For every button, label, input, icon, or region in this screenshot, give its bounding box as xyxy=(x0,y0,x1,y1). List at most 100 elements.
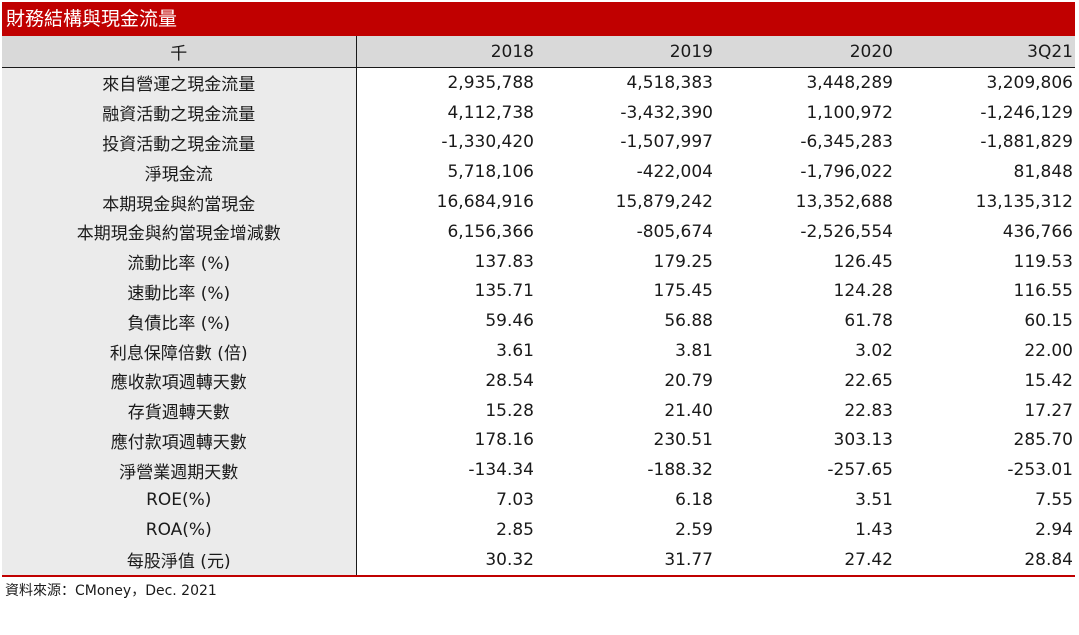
value-cell: 30.32 xyxy=(356,544,536,577)
row-label: 負債比率 (%) xyxy=(2,306,357,337)
row-label: 來自營運之現金流量 xyxy=(2,67,357,98)
value-cell: -134.34 xyxy=(468,460,534,481)
table-row: 淨營業週期天數 -134.34 -188.32 -257.65 -253.01 xyxy=(2,455,1075,486)
table-row: 本期現金與約當現金增減數 6,156,366 -805,674 -2,526,554 4… xyxy=(2,216,1075,247)
value-cell: 119.53 xyxy=(1013,251,1073,272)
value-cell: 17.27 xyxy=(1024,400,1073,421)
value-cell: -188.32 xyxy=(647,460,713,481)
row-label: 淨現金流 xyxy=(2,157,357,188)
row-label: 融資活動之現金流量 xyxy=(2,97,357,128)
value-cell: -3,432,390 xyxy=(620,102,713,123)
table-row: 淨現金流 5,718,106 -422,004 -1,796,022 81,848 xyxy=(2,157,1075,188)
table-row: 流動比率 (%) 137.83 179.25 126.45 119.53 xyxy=(2,246,1075,277)
source-note: 資料來源：CMoney，Dec. 2021 xyxy=(5,583,217,599)
value-cell: 20.79 xyxy=(664,370,713,391)
value-cell: 179.25 xyxy=(653,251,713,272)
value-cell: 7.55 xyxy=(1035,490,1073,511)
value-cell: 13,352,688 xyxy=(795,192,893,213)
value-cell: 6.18 xyxy=(675,490,713,511)
table-row: ROA(%) 2.85 2.59 1.43 2.94 xyxy=(2,514,1075,545)
table-row: 來自營運之現金流量 2,935,788 4,518,383 3,448,289 3,20… xyxy=(2,67,1075,98)
value-cell: -253.01 xyxy=(1007,460,1073,481)
value-cell: -805,674 xyxy=(636,221,713,242)
value-cell: 303.13 xyxy=(833,430,893,451)
row-label: 流動比率 (%) xyxy=(2,246,357,277)
value-cell: 31.77 xyxy=(536,544,715,577)
value-cell: 81,848 xyxy=(1013,162,1073,183)
row-label: ROE(%) xyxy=(2,485,357,515)
year-header: 2020 xyxy=(715,36,895,68)
value-cell: -1,881,829 xyxy=(980,132,1073,153)
value-cell: 1,100,972 xyxy=(806,102,893,123)
value-cell: 126.45 xyxy=(833,251,893,272)
value-cell: 28.84 xyxy=(895,544,1075,577)
row-label: 本期現金與約當現金 xyxy=(2,187,357,217)
table-row: 融資活動之現金流量 4,112,738 -3,432,390 1,100,972 -1,… xyxy=(2,97,1075,128)
value-cell: 175.45 xyxy=(653,281,713,302)
value-cell: -1,796,022 xyxy=(800,162,893,183)
value-cell: 22.83 xyxy=(844,400,893,421)
row-label: ROA(%) xyxy=(2,514,357,545)
value-cell: 436,766 xyxy=(1002,221,1073,242)
value-cell: 2.59 xyxy=(675,519,713,540)
value-cell: 1.43 xyxy=(855,519,893,540)
value-cell: 3,209,806 xyxy=(986,72,1073,93)
value-cell: 3.61 xyxy=(496,341,534,362)
value-cell: 285.70 xyxy=(1013,430,1073,451)
value-cell: 15.42 xyxy=(1024,370,1073,391)
row-label: 速動比率 (%) xyxy=(2,276,357,307)
value-cell: 4,518,383 xyxy=(626,72,713,93)
value-cell: 56.88 xyxy=(664,311,713,332)
value-cell: -6,345,283 xyxy=(800,132,893,153)
financial-table: 千 2018 2019 2020 3Q21 來自營運之現金流量 2,935,788… xyxy=(2,36,1075,577)
row-label: 本期現金與約當現金增減數 xyxy=(2,216,357,247)
table-row: 存貨週轉天數 15.28 21.40 22.83 17.27 xyxy=(2,395,1075,426)
header-row: 千 2018 2019 2020 3Q21 xyxy=(2,36,1075,68)
row-label: 存貨週轉天數 xyxy=(2,395,357,426)
table-row: 負債比率 (%) 59.46 56.88 61.78 60.15 xyxy=(2,306,1075,337)
year-header: 2019 xyxy=(536,36,715,68)
value-cell: 2.94 xyxy=(1035,519,1073,540)
value-cell: 3,448,289 xyxy=(806,72,893,93)
value-cell: 2.85 xyxy=(496,519,534,540)
value-cell: 13,135,312 xyxy=(975,192,1073,213)
value-cell: 3.51 xyxy=(855,490,893,511)
row-label: 利息保障倍數 (倍) xyxy=(2,336,357,366)
row-label: 應收款項週轉天數 xyxy=(2,365,357,396)
value-cell: 28.54 xyxy=(485,370,534,391)
value-cell: -1,330,420 xyxy=(441,132,534,153)
table-row: 投資活動之現金流量 -1,330,420 -1,507,997 -6,345,283 -… xyxy=(2,127,1075,158)
value-cell: 4,112,738 xyxy=(447,102,534,123)
value-cell: 60.15 xyxy=(1024,311,1073,332)
value-cell: 15.28 xyxy=(485,400,534,421)
value-cell: 5,718,106 xyxy=(447,162,534,183)
table-title: 財務結構與現金流量 xyxy=(2,2,1075,36)
row-label: 淨營業週期天數 xyxy=(2,455,357,486)
value-cell: 6,156,366 xyxy=(447,221,534,242)
value-cell: 124.28 xyxy=(833,281,893,302)
table-row: 利息保障倍數 (倍) 3.61 3.81 3.02 22.00 xyxy=(2,336,1075,366)
value-cell: 27.42 xyxy=(715,544,895,577)
value-cell: 22.00 xyxy=(1024,341,1073,362)
table-row: ROE(%) 7.03 6.18 3.51 7.55 xyxy=(2,485,1075,515)
table-row: 每股淨值 (元) 30.32 31.77 27.42 28.84 xyxy=(2,544,1075,577)
value-cell: 116.55 xyxy=(1013,281,1073,302)
value-cell: 3.02 xyxy=(855,341,893,362)
table-row: 本期現金與約當現金 16,684,916 15,879,242 13,352,688 1… xyxy=(2,187,1075,217)
value-cell: 21.40 xyxy=(664,400,713,421)
value-cell: 135.71 xyxy=(474,281,534,302)
row-label: 投資活動之現金流量 xyxy=(2,127,357,158)
value-cell: 3.81 xyxy=(675,341,713,362)
unit-header: 千 xyxy=(2,36,357,68)
row-label: 每股淨值 (元) xyxy=(2,544,357,577)
table-row: 應收款項週轉天數 28.54 20.79 22.65 15.42 xyxy=(2,365,1075,396)
value-cell: 137.83 xyxy=(474,251,534,272)
row-label: 應付款項週轉天數 xyxy=(2,425,357,456)
value-cell: 15,879,242 xyxy=(615,192,713,213)
value-cell: 7.03 xyxy=(496,490,534,511)
year-header: 2018 xyxy=(356,36,536,68)
value-cell: -422,004 xyxy=(636,162,713,183)
year-header: 3Q21 xyxy=(895,36,1075,68)
value-cell: -2,526,554 xyxy=(800,221,893,242)
table-body: 來自營運之現金流量 2,935,788 4,518,383 3,448,289 3,20… xyxy=(2,67,1075,577)
